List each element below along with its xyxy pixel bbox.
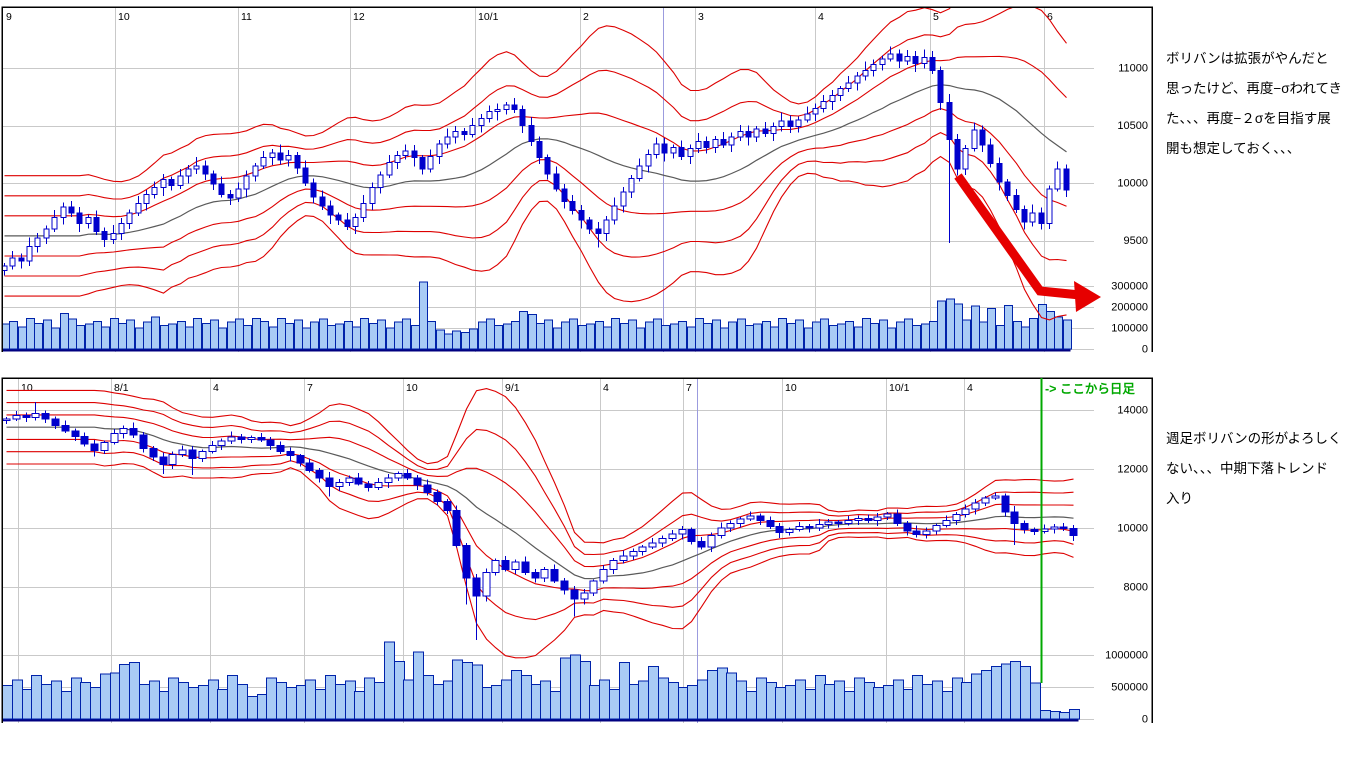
svg-text:10/1: 10/1 bbox=[889, 382, 910, 394]
comment-line: 開も想定しておく、、、 bbox=[1166, 141, 1301, 156]
svg-text:12000: 12000 bbox=[1117, 464, 1148, 476]
svg-text:0: 0 bbox=[1142, 714, 1148, 726]
svg-text:500000: 500000 bbox=[1111, 682, 1148, 694]
svg-text:10: 10 bbox=[406, 382, 418, 394]
svg-text:10: 10 bbox=[118, 11, 130, 23]
svg-text:9: 9 bbox=[6, 11, 12, 23]
svg-text:11000: 11000 bbox=[1118, 63, 1148, 75]
weekly-chart-panel: 10 8/1 4 7 10 9/1 4 7 10 10/1 4 14000 12000 10000 8000… bbox=[0, 372, 1154, 728]
svg-text:4: 4 bbox=[213, 382, 219, 394]
svg-text:5: 5 bbox=[933, 11, 939, 23]
svg-text:9500: 9500 bbox=[1124, 235, 1148, 247]
svg-text:11: 11 bbox=[241, 11, 252, 23]
svg-text:10: 10 bbox=[21, 382, 33, 394]
svg-text:100000: 100000 bbox=[1111, 323, 1148, 335]
svg-text:1000000: 1000000 bbox=[1105, 650, 1148, 662]
daily-candlestick-chart: 9 10 11 12 10/1 2 3 4 5 6 11000 10500 10000 9500 30000… bbox=[1, 6, 1153, 356]
svg-text:10000: 10000 bbox=[1117, 523, 1148, 535]
svg-text:7: 7 bbox=[307, 382, 313, 394]
svg-text:7: 7 bbox=[686, 382, 692, 394]
svg-text:8/1: 8/1 bbox=[114, 382, 129, 394]
svg-text:10: 10 bbox=[785, 382, 797, 394]
daily-chart-panel: 9 10 11 12 10/1 2 3 4 5 6 11000 10500 10000 9500 30000… bbox=[0, 0, 1154, 360]
comment-line: 思ったけど、再度−σわれてき bbox=[1166, 81, 1343, 96]
svg-text:3: 3 bbox=[698, 11, 704, 23]
svg-text:9/1: 9/1 bbox=[505, 382, 520, 394]
svg-text:10500: 10500 bbox=[1117, 120, 1148, 132]
comment-line: ボリバンは拡張がやんだと bbox=[1166, 51, 1329, 66]
svg-text:4: 4 bbox=[967, 382, 973, 394]
svg-text:200000: 200000 bbox=[1111, 302, 1148, 314]
daily-start-marker-label: -> ここから日足 bbox=[1045, 382, 1135, 396]
svg-text:0: 0 bbox=[1142, 344, 1148, 356]
daily-chart-comment: ボリバンは拡張がやんだと 思ったけど、再度−σわれてき た、、、再度−２σを目指… bbox=[1166, 44, 1365, 164]
svg-text:12: 12 bbox=[353, 11, 365, 23]
comment-line: 週足ボリバンの形がよろしく bbox=[1166, 431, 1342, 446]
svg-text:14000: 14000 bbox=[1117, 405, 1148, 417]
comment-line: た、、、再度−２σを目指す展 bbox=[1166, 111, 1331, 126]
svg-text:4: 4 bbox=[818, 11, 824, 23]
svg-text:10/1: 10/1 bbox=[478, 11, 499, 23]
comment-line: 入り bbox=[1166, 491, 1193, 506]
comment-line: ない、、、中期下落トレンド bbox=[1166, 461, 1328, 476]
svg-text:2: 2 bbox=[583, 11, 589, 23]
svg-text:8000: 8000 bbox=[1124, 582, 1148, 594]
weekly-candlestick-chart: 10 8/1 4 7 10 9/1 4 7 10 10/1 4 14000 12000 10000 8000… bbox=[1, 377, 1153, 726]
svg-text:10000: 10000 bbox=[1117, 178, 1148, 190]
svg-text:4: 4 bbox=[603, 382, 609, 394]
svg-text:6: 6 bbox=[1047, 11, 1053, 23]
svg-text:300000: 300000 bbox=[1111, 281, 1148, 293]
weekly-chart-comment: 週足ボリバンの形がよろしく ない、、、中期下落トレンド 入り bbox=[1166, 424, 1365, 514]
